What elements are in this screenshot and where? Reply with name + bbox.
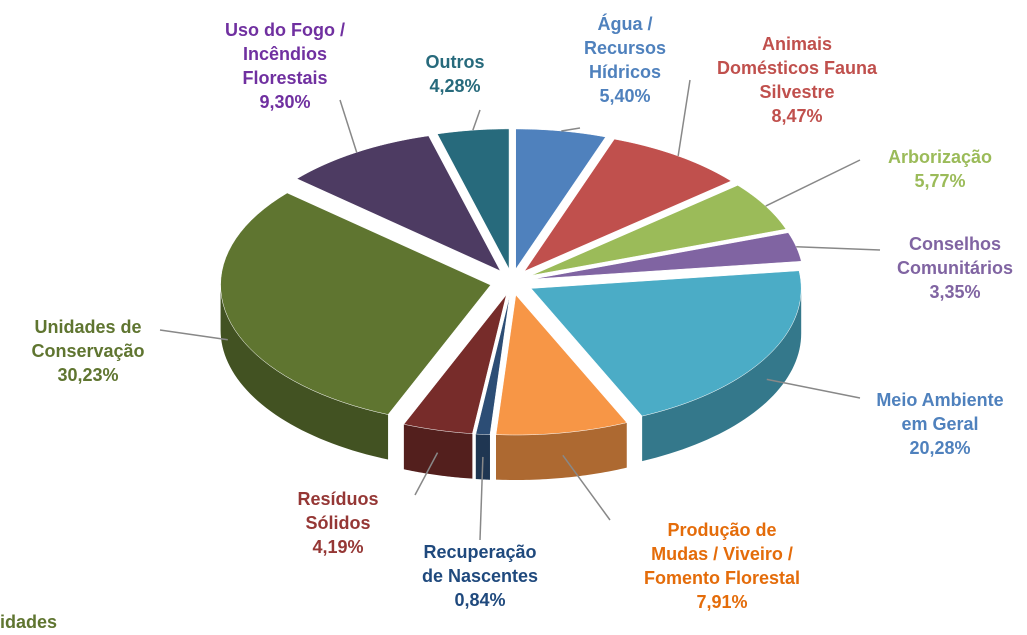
legend-fragment: idades	[0, 612, 58, 632]
slice-label: Água / Recursos Hídricos 5,40%	[505, 12, 745, 108]
slice-side	[642, 288, 802, 462]
slice-label: Recuperação de Nascentes 0,84%	[360, 540, 600, 612]
category-label: Produção de Mudas / Viveiro / Fomento Fl…	[643, 520, 800, 588]
slice	[533, 232, 802, 280]
slice-label: Unidades de Conservação 30,23%	[0, 315, 208, 387]
value-label: 3,35%	[929, 282, 981, 302]
leader-line	[765, 159, 861, 207]
leader-line	[766, 378, 861, 399]
leader-line	[479, 456, 484, 541]
category-label: Unidades de Conservação	[31, 317, 145, 361]
slice	[403, 294, 507, 434]
value-label: 5,40%	[599, 86, 651, 106]
category-label: Água / Recursos Hídricos	[583, 14, 667, 82]
slice-label: Meio Ambiente em Geral 20,28%	[820, 388, 1027, 460]
slice-label: Uso do Fogo / Incêndios Florestais 9,30%	[165, 18, 405, 114]
leader-line	[414, 452, 439, 496]
slice	[531, 185, 787, 276]
value-label: 30,23%	[57, 365, 119, 385]
slice-label: Resíduos Sólidos 4,19%	[218, 487, 458, 559]
slice-side	[496, 422, 627, 480]
category-label: Meio Ambiente em Geral	[876, 390, 1004, 434]
value-label: 4,28%	[429, 76, 481, 96]
slice	[220, 192, 491, 415]
slice-side	[403, 424, 473, 479]
category-label: Outros	[425, 52, 485, 72]
value-label: 4,19%	[312, 537, 364, 557]
value-label: 7,91%	[696, 592, 748, 612]
value-label: 9,30%	[259, 92, 311, 112]
slice-side	[475, 434, 490, 480]
slice-label: Produção de Mudas / Viveiro / Fomento Fl…	[602, 518, 842, 614]
leader-line	[677, 79, 691, 157]
value-label: 20,28%	[909, 438, 971, 458]
leader-line	[159, 329, 228, 341]
slice-label: Arborização 5,77%	[820, 145, 1027, 193]
category-label: Conselhos Comunitários	[896, 234, 1013, 278]
leader-line	[796, 246, 881, 251]
slice-label: Outros 4,28%	[335, 50, 575, 98]
category-label: Uso do Fogo / Incêndios Florestais	[225, 20, 345, 88]
slice	[475, 295, 511, 436]
category-label: Resíduos Sólidos	[297, 489, 379, 533]
category-label: Recuperação de Nascentes	[421, 542, 539, 586]
leader-line	[472, 109, 481, 131]
leader-line	[561, 127, 581, 132]
value-label: 5,77%	[914, 171, 966, 191]
slice-label: Conselhos Comunitários 3,35%	[835, 232, 1027, 304]
leader-line	[339, 99, 358, 153]
category-label: Arborização	[887, 147, 993, 167]
slice-label: Animais Domésticos Fauna Silvestre 8,47%	[677, 32, 917, 128]
slice	[523, 138, 732, 272]
leader-line	[562, 454, 611, 521]
category-label: Animais Domésticos Fauna Silvestre	[716, 34, 878, 102]
value-label: 0,84%	[454, 590, 506, 610]
slice	[530, 270, 802, 417]
value-label: 8,47%	[771, 106, 823, 126]
slice-side	[220, 285, 389, 460]
slice	[495, 294, 628, 436]
